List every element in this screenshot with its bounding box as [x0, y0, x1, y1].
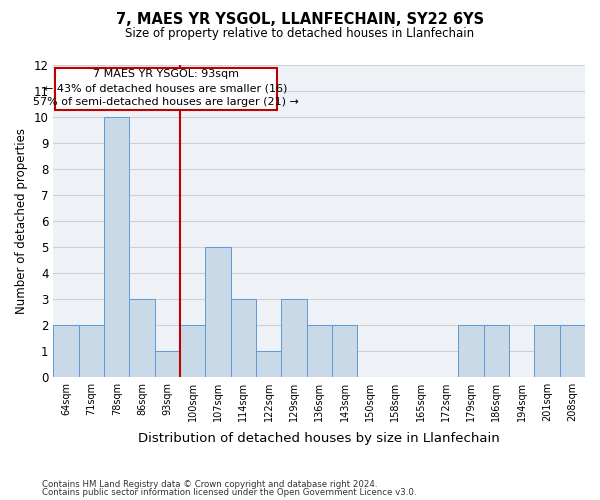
Bar: [332, 324, 357, 376]
Bar: [130, 298, 155, 376]
Text: Contains HM Land Registry data © Crown copyright and database right 2024.: Contains HM Land Registry data © Crown c…: [42, 480, 377, 489]
Bar: [79, 324, 104, 376]
Text: 7 MAES YR YSGOL: 93sqm: 7 MAES YR YSGOL: 93sqm: [93, 69, 239, 79]
Text: 57% of semi-detached houses are larger (21) →: 57% of semi-detached houses are larger (…: [33, 98, 299, 108]
Bar: [560, 324, 585, 376]
Y-axis label: Number of detached properties: Number of detached properties: [15, 128, 28, 314]
Bar: [205, 247, 230, 376]
FancyBboxPatch shape: [55, 68, 277, 110]
Bar: [180, 324, 205, 376]
Bar: [458, 324, 484, 376]
Bar: [281, 298, 307, 376]
Bar: [256, 350, 281, 376]
Text: 7, MAES YR YSGOL, LLANFECHAIN, SY22 6YS: 7, MAES YR YSGOL, LLANFECHAIN, SY22 6YS: [116, 12, 484, 28]
Bar: [307, 324, 332, 376]
Bar: [53, 324, 79, 376]
Bar: [230, 298, 256, 376]
Text: Contains public sector information licensed under the Open Government Licence v3: Contains public sector information licen…: [42, 488, 416, 497]
Bar: [535, 324, 560, 376]
Bar: [104, 117, 130, 376]
Bar: [155, 350, 180, 376]
Text: ← 43% of detached houses are smaller (16): ← 43% of detached houses are smaller (16…: [44, 83, 288, 93]
X-axis label: Distribution of detached houses by size in Llanfechain: Distribution of detached houses by size …: [139, 432, 500, 445]
Text: Size of property relative to detached houses in Llanfechain: Size of property relative to detached ho…: [125, 28, 475, 40]
Bar: [484, 324, 509, 376]
